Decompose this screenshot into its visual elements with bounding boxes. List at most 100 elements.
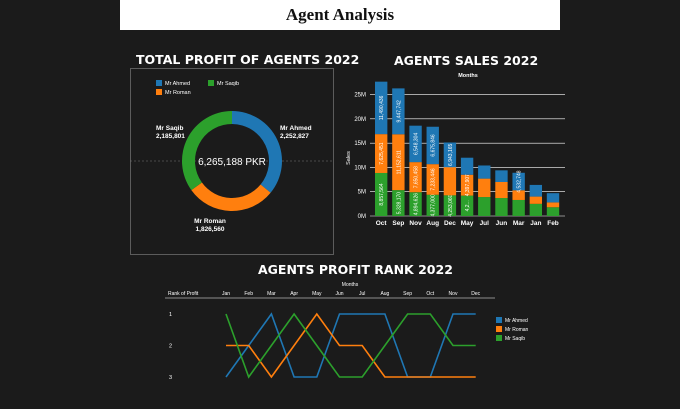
bar-xlabel: Months <box>458 73 478 79</box>
legend-swatch-mr-saqib <box>208 80 214 86</box>
slice-label-mr-roman: Mr Roman <box>194 218 226 225</box>
bar-mr-ahmed-sep <box>392 88 405 135</box>
bar-data-label: 6,675,846 <box>431 134 437 156</box>
rank-xtick-jan: Jan <box>222 291 230 297</box>
rank-xtick-sep: Sep <box>403 291 412 297</box>
bar-xtick-mar: Mar <box>513 220 525 227</box>
bar-data-label: 4,253,060 <box>448 194 454 216</box>
bar-ytick: 15M <box>354 141 366 147</box>
bar-mr-saqib-may <box>460 195 474 216</box>
donut-chart: Mr Ahmed Mr Saqib Mr Roman 6,265,188 PKR Mr … <box>130 80 334 233</box>
bar-ytick: 25M <box>354 93 366 99</box>
rank-ytick: 1 <box>169 312 172 318</box>
donut-slice-mr-ahmed <box>232 111 282 193</box>
bar-xtick-may: May <box>461 220 474 227</box>
bar-xtick-oct: Oct <box>376 220 388 227</box>
bar-xtick-sep: Sep <box>392 220 404 227</box>
rank-xtick-dec: Dec <box>471 291 480 297</box>
bar-data-label: 7,650,458 <box>414 166 420 188</box>
bar-mr-saqib-sep <box>392 190 405 216</box>
bar-xtick-feb: Feb <box>547 220 559 227</box>
bar-data-label: 9,447,742 <box>396 100 402 122</box>
rank-row-header: Rank of Profit <box>168 291 199 297</box>
bar-mr-ahmed-feb <box>546 193 560 203</box>
rank-legend-swatch-mr-saqib <box>496 335 502 341</box>
rank-xtick-nov: Nov <box>449 291 458 297</box>
rank-xtick-feb: Feb <box>244 291 253 297</box>
rank-legend-label-mr-roman: Mr Roman <box>505 327 529 333</box>
slice-value-mr-ahmed: 2,252,827 <box>280 133 309 140</box>
bar-data-label: 4,2... <box>465 200 471 211</box>
bar-mr-roman-jan <box>529 196 543 204</box>
bar-mr-roman-nov <box>409 162 422 193</box>
bar-data-label: 7,233,446 <box>431 168 437 190</box>
rank-line-mr-saqib <box>225 312 476 379</box>
bar-data-label: 6,943,165 <box>448 143 454 165</box>
bar-mr-roman-oct <box>375 134 388 173</box>
rank-line-mr-roman <box>226 312 476 379</box>
bar-mr-roman-dec <box>443 167 457 196</box>
rank-xtick-apr: Apr <box>290 291 298 297</box>
bar-xtick-jul: Jul <box>480 220 490 227</box>
bar-mr-roman-jun <box>495 182 508 199</box>
bar-data-label: 4,377,000 <box>431 194 437 216</box>
bar-title: AGENTS SALES 2022 <box>394 53 539 68</box>
rank-line-chart: Months Rank of Profit Jan Feb Mar Apr May Jun Ju… <box>165 282 529 381</box>
legend-label-mr-roman: Mr Roman <box>165 90 191 96</box>
bar-xtick-nov: Nov <box>409 220 422 227</box>
slice-value-mr-roman: 1,826,560 <box>196 226 225 233</box>
rank-xtick-aug: Aug <box>380 291 389 297</box>
rank-xtick-mar: Mar <box>267 291 276 297</box>
rank-xtick-jul: Jul <box>359 291 365 297</box>
rank-title: AGENTS PROFIT RANK 2022 <box>258 262 453 277</box>
rank-legend-swatch-mr-roman <box>496 326 502 332</box>
bar-mr-roman-jul <box>478 178 491 198</box>
bar-mr-roman-mar <box>512 190 525 200</box>
stacked-bar-chart: Months Sales 0M 5M 10M 15M 20M 25M 8,857,564 7,62… <box>346 73 565 227</box>
bar-mr-saqib-aug <box>426 194 439 216</box>
bar-data-label: 5,328,170 <box>396 192 402 214</box>
bar-xtick-aug: Aug <box>426 220 439 227</box>
slice-value-mr-saqib: 2,185,801 <box>156 133 185 140</box>
bar-mr-ahmed-jun <box>495 170 508 182</box>
bar-mr-roman-aug <box>426 164 439 195</box>
donut-title: TOTAL PROFIT OF AGENTS 2022 <box>136 52 360 67</box>
bar-mr-roman-may <box>460 174 474 196</box>
bar-mr-ahmed-nov <box>409 125 422 163</box>
donut-slice-mr-saqib <box>182 111 232 191</box>
legend-label-mr-ahmed: Mr Ahmed <box>165 81 190 87</box>
bar-mr-saqib-mar <box>512 199 525 216</box>
bar-mr-saqib-jun <box>495 198 508 216</box>
legend-swatch-mr-ahmed <box>156 80 162 86</box>
bar-mr-ahmed-mar <box>512 172 525 191</box>
rank-line-mr-ahmed <box>225 312 476 378</box>
donut-slice-mr-roman <box>191 182 271 211</box>
bar-mr-ahmed-oct <box>375 81 388 135</box>
bar-data-label: 4,397,907 <box>465 174 471 196</box>
donut-center-label: 6,265,188 PKR <box>198 157 266 168</box>
slice-label-mr-ahmed: Mr Ahmed <box>280 125 312 132</box>
bar-mr-ahmed-aug <box>426 126 439 165</box>
bar-mr-saqib-feb <box>546 207 560 216</box>
bar-mr-roman-sep <box>392 134 405 191</box>
bar-xtick-jun: Jun <box>496 220 508 227</box>
bar-mr-saqib-dec <box>443 195 457 216</box>
bar-ytick: 5M <box>358 190 366 196</box>
bar-mr-saqib-nov <box>409 192 422 216</box>
rank-xtick-jun: Jun <box>335 291 343 297</box>
bar-ylabel: Sales <box>346 151 352 165</box>
bar-mr-ahmed-jan <box>529 184 543 197</box>
bar-data-label: 4,532,748 <box>517 170 523 192</box>
rank-legend-label-mr-ahmed: Mr Ahmed <box>505 318 528 324</box>
rank-xtick-may: May <box>312 291 322 297</box>
bar-mr-ahmed-dec <box>443 142 457 168</box>
rank-legend-label-mr-saqib: Mr Saqib <box>505 336 525 342</box>
bar-xtick-dec: Dec <box>444 220 456 227</box>
legend-label-mr-saqib: Mr Saqib <box>217 81 239 87</box>
page-title: Agent Analysis <box>120 0 560 30</box>
legend-swatch-mr-roman <box>156 89 162 95</box>
rank-ytick: 3 <box>169 375 172 381</box>
bar-data-label: 11,490,436 <box>379 95 385 120</box>
bar-mr-ahmed-may <box>460 157 474 175</box>
bar-data-label: 7,625,451 <box>379 142 385 164</box>
